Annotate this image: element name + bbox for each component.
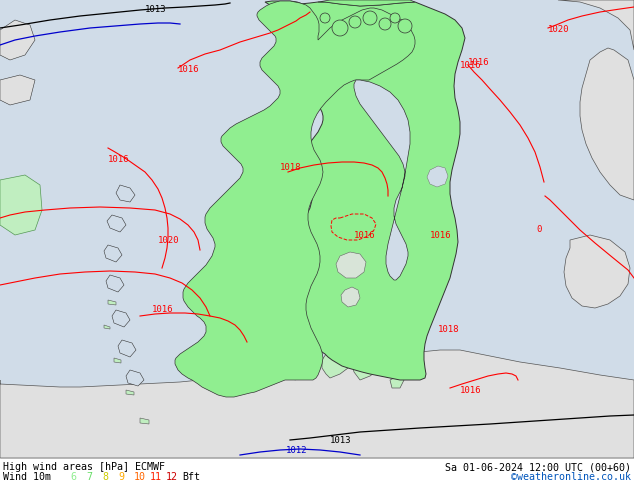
Polygon shape — [287, 340, 320, 380]
Polygon shape — [107, 215, 126, 232]
Polygon shape — [0, 20, 35, 60]
Circle shape — [332, 20, 348, 36]
Text: ©weatheronline.co.uk: ©weatheronline.co.uk — [511, 472, 631, 482]
Text: 1020: 1020 — [158, 236, 179, 245]
Text: Bft: Bft — [182, 472, 200, 482]
Text: 1012: 1012 — [286, 446, 307, 455]
Text: 1020: 1020 — [548, 25, 569, 34]
Polygon shape — [126, 390, 134, 395]
Text: High wind areas [hPa] ECMWF: High wind areas [hPa] ECMWF — [3, 462, 165, 472]
Polygon shape — [427, 166, 448, 187]
Polygon shape — [114, 358, 121, 363]
Polygon shape — [265, 1, 465, 380]
Circle shape — [398, 19, 412, 33]
Circle shape — [363, 11, 377, 25]
Circle shape — [390, 13, 400, 23]
Polygon shape — [341, 287, 360, 307]
Bar — [0, 458, 634, 490]
Text: 1018: 1018 — [438, 325, 460, 334]
Text: 1018: 1018 — [280, 163, 302, 172]
Text: 1016: 1016 — [468, 58, 489, 67]
Text: 1013: 1013 — [330, 436, 351, 445]
Text: 1016: 1016 — [460, 61, 481, 70]
Polygon shape — [118, 340, 136, 357]
Polygon shape — [112, 310, 130, 327]
Polygon shape — [390, 376, 404, 388]
Text: 9: 9 — [118, 472, 124, 482]
Polygon shape — [104, 325, 110, 329]
Text: 1016: 1016 — [108, 155, 129, 164]
Polygon shape — [354, 80, 410, 280]
Polygon shape — [175, 1, 415, 397]
Polygon shape — [564, 235, 630, 308]
Text: 6: 6 — [70, 472, 76, 482]
Text: 1013: 1013 — [145, 5, 167, 14]
Circle shape — [349, 16, 361, 28]
Text: 8: 8 — [102, 472, 108, 482]
Text: 12: 12 — [166, 472, 178, 482]
Polygon shape — [106, 275, 124, 292]
Circle shape — [320, 13, 330, 23]
Polygon shape — [0, 350, 634, 458]
Polygon shape — [108, 300, 116, 305]
Text: 1016: 1016 — [460, 386, 481, 395]
Polygon shape — [558, 0, 634, 50]
Text: 11: 11 — [150, 472, 162, 482]
Polygon shape — [580, 48, 634, 200]
Polygon shape — [140, 418, 149, 424]
Polygon shape — [322, 350, 350, 378]
Circle shape — [379, 18, 391, 30]
Polygon shape — [0, 75, 35, 105]
Text: 0: 0 — [536, 225, 541, 234]
Text: 10: 10 — [134, 472, 146, 482]
Text: 1016: 1016 — [430, 231, 451, 240]
Polygon shape — [336, 252, 366, 278]
Text: 1016: 1016 — [152, 305, 174, 314]
Polygon shape — [116, 185, 135, 202]
Text: Wind 10m: Wind 10m — [3, 472, 51, 482]
Text: 1016: 1016 — [354, 231, 375, 240]
Polygon shape — [352, 352, 380, 380]
Text: 7: 7 — [86, 472, 92, 482]
Polygon shape — [318, 0, 415, 6]
Text: Sa 01-06-2024 12:00 UTC (00+60): Sa 01-06-2024 12:00 UTC (00+60) — [445, 462, 631, 472]
Text: 1016: 1016 — [178, 65, 200, 74]
Polygon shape — [0, 175, 42, 235]
Polygon shape — [104, 245, 122, 262]
Polygon shape — [126, 370, 144, 386]
